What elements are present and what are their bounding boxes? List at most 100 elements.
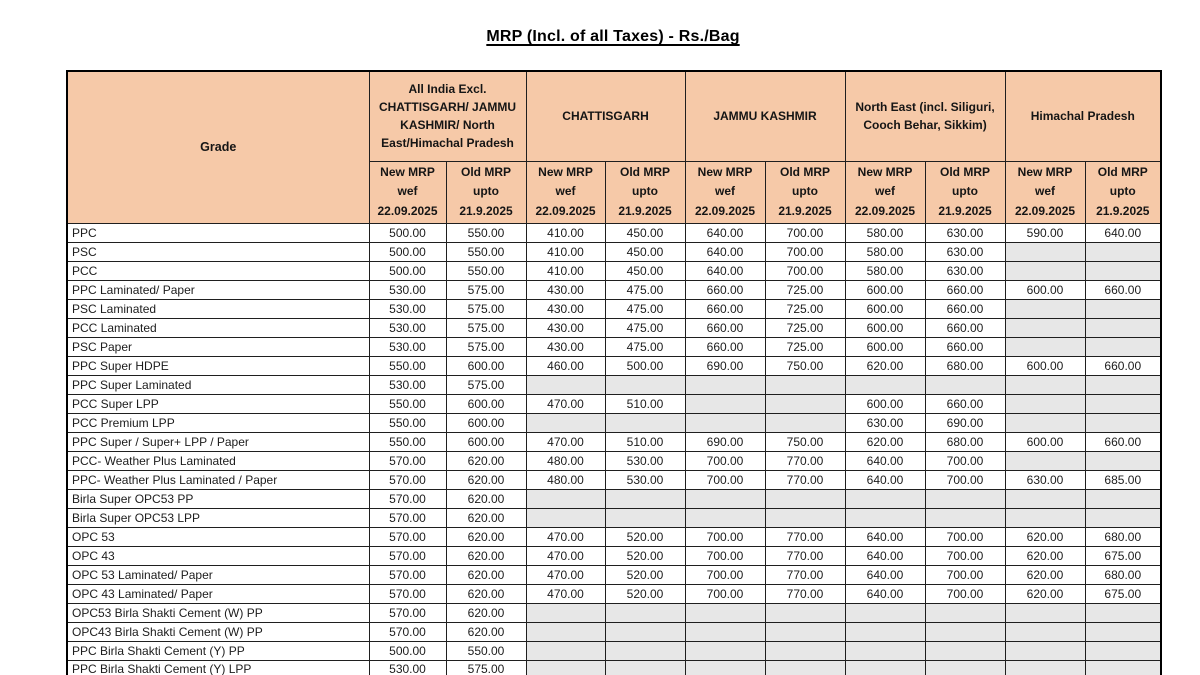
price-cell: 550.00 xyxy=(445,222,527,243)
price-cell: 450.00 xyxy=(604,241,686,262)
price-cell xyxy=(525,640,606,661)
price-cell: 580.00 xyxy=(844,260,926,281)
price-cell: 570.00 xyxy=(368,488,447,509)
price-cell: 725.00 xyxy=(764,317,846,338)
price-cell: 520.00 xyxy=(604,583,686,604)
price-cell xyxy=(924,374,1006,395)
price-cell: 580.00 xyxy=(844,241,926,262)
price-cell: 660.00 xyxy=(924,279,1006,300)
price-cell: 570.00 xyxy=(368,583,447,604)
price-cell: 660.00 xyxy=(924,298,1006,319)
price-cell xyxy=(844,374,926,395)
price-cell: 570.00 xyxy=(368,507,447,528)
price-cell: 590.00 xyxy=(1004,222,1086,243)
price-cell: 520.00 xyxy=(604,545,686,566)
grade-cell: OPC 43 xyxy=(66,545,370,566)
price-cell xyxy=(1084,393,1162,414)
price-cell xyxy=(924,640,1006,661)
price-cell: 630.00 xyxy=(924,241,1006,262)
price-cell: 620.00 xyxy=(1004,583,1086,604)
price-cell: 640.00 xyxy=(844,450,926,471)
grade-cell: PPC Super / Super+ LPP / Paper xyxy=(66,431,370,452)
sub-header-new-mrp: New MRP wef 22.09.2025 xyxy=(844,160,926,224)
price-cell: 600.00 xyxy=(1004,355,1086,376)
price-cell: 500.00 xyxy=(368,222,447,243)
price-cell xyxy=(764,621,846,642)
price-cell xyxy=(844,507,926,528)
price-cell: 770.00 xyxy=(764,526,846,547)
price-cell: 530.00 xyxy=(368,336,447,357)
price-cell: 620.00 xyxy=(445,564,527,585)
price-cell: 770.00 xyxy=(764,450,846,471)
price-cell: 660.00 xyxy=(924,336,1006,357)
grade-cell: PCC Premium LPP xyxy=(66,412,370,433)
price-cell: 620.00 xyxy=(844,431,926,452)
price-cell: 530.00 xyxy=(368,279,447,300)
price-cell xyxy=(604,488,686,509)
price-cell: 660.00 xyxy=(924,317,1006,338)
price-cell xyxy=(1004,640,1086,661)
grade-cell: PPC Laminated/ Paper xyxy=(66,279,370,300)
price-cell xyxy=(1084,374,1162,395)
sub-header-new-mrp: New MRP wef 22.09.2025 xyxy=(525,160,606,224)
price-cell xyxy=(844,640,926,661)
price-cell: 620.00 xyxy=(445,507,527,528)
price-cell: 600.00 xyxy=(1004,279,1086,300)
price-cell xyxy=(684,602,766,623)
price-cell: 750.00 xyxy=(764,355,846,376)
price-cell xyxy=(684,488,766,509)
price-cell xyxy=(525,507,606,528)
price-cell: 630.00 xyxy=(1004,469,1086,490)
table-row: PCC 500.00 550.00 410.00 450.00 640.00 700.00 5… xyxy=(66,260,1162,281)
price-cell xyxy=(604,640,686,661)
price-cell xyxy=(844,602,926,623)
price-cell xyxy=(764,602,846,623)
price-cell xyxy=(764,412,846,433)
table-row: OPC53 Birla Shakti Cement (W) PP 570.00 62… xyxy=(66,602,1162,623)
price-cell: 620.00 xyxy=(445,488,527,509)
price-cell: 530.00 xyxy=(368,659,447,675)
price-cell: 690.00 xyxy=(684,355,766,376)
price-cell: 475.00 xyxy=(604,298,686,319)
grade-cell: PPC Super HDPE xyxy=(66,355,370,376)
region-header-himachal-pradesh: Himachal Pradesh xyxy=(1004,70,1162,162)
price-cell: 530.00 xyxy=(368,374,447,395)
price-cell: 475.00 xyxy=(604,279,686,300)
price-cell: 410.00 xyxy=(525,241,606,262)
page-title: MRP (Incl. of all Taxes) - Rs./Bag xyxy=(486,28,740,45)
mrp-price-table: Grade All India Excl. CHATTISGARH/ JAMMU… xyxy=(66,70,1163,675)
price-cell: 510.00 xyxy=(604,393,686,414)
table-row: PPC- Weather Plus Laminated / Paper 570.0… xyxy=(66,469,1162,490)
price-cell: 470.00 xyxy=(525,545,606,566)
grade-cell: Birla Super OPC53 LPP xyxy=(66,507,370,528)
price-cell: 680.00 xyxy=(924,355,1006,376)
price-cell: 550.00 xyxy=(368,412,447,433)
price-cell: 640.00 xyxy=(844,469,926,490)
grade-cell: OPC43 Birla Shakti Cement (W) PP xyxy=(66,621,370,642)
price-cell: 575.00 xyxy=(445,298,527,319)
price-cell xyxy=(525,659,606,675)
price-cell xyxy=(684,393,766,414)
price-cell xyxy=(684,374,766,395)
price-cell xyxy=(684,640,766,661)
price-cell xyxy=(1084,412,1162,433)
grade-cell: PPC xyxy=(66,222,370,243)
price-cell: 660.00 xyxy=(684,298,766,319)
price-cell: 620.00 xyxy=(445,583,527,604)
price-cell: 630.00 xyxy=(844,412,926,433)
price-table-body: PPC 500.00 550.00 410.00 450.00 640.00 700.00 5… xyxy=(66,222,1162,675)
price-cell: 520.00 xyxy=(604,526,686,547)
price-cell: 600.00 xyxy=(844,317,926,338)
price-cell: 640.00 xyxy=(684,222,766,243)
sub-header-old-mrp: Old MRP upto 21.9.2025 xyxy=(1084,160,1162,224)
price-cell: 575.00 xyxy=(445,374,527,395)
price-cell xyxy=(1084,659,1162,675)
price-cell: 660.00 xyxy=(924,393,1006,414)
price-cell xyxy=(924,488,1006,509)
price-cell: 470.00 xyxy=(525,583,606,604)
price-cell xyxy=(604,602,686,623)
price-cell: 570.00 xyxy=(368,621,447,642)
price-cell: 450.00 xyxy=(604,260,686,281)
price-cell: 600.00 xyxy=(445,431,527,452)
